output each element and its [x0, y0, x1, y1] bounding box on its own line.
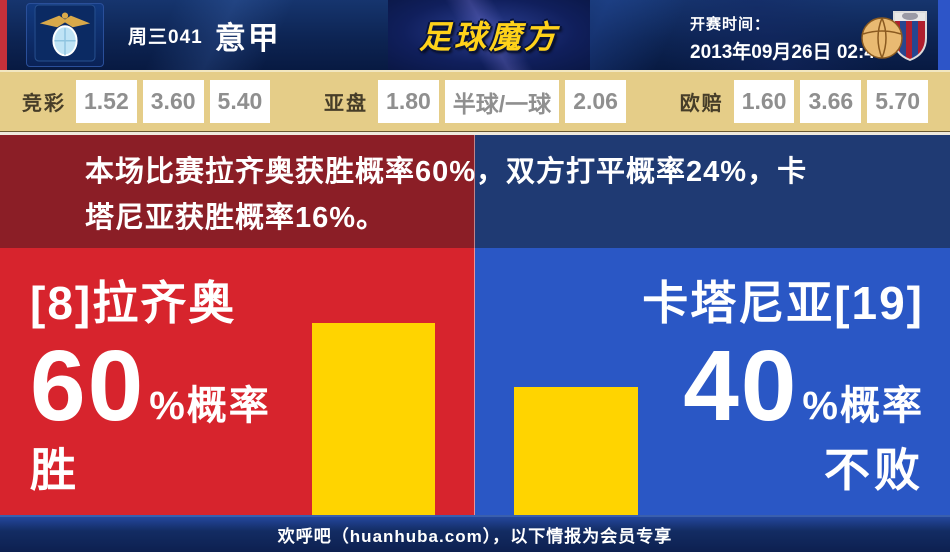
- away-percent-suffix: %概率: [802, 384, 924, 428]
- away-probability-bar: [514, 387, 638, 515]
- home-percent-value: 60: [30, 330, 146, 442]
- yapan-handicap[interactable]: 半球/一球: [444, 80, 560, 123]
- summary-away-background: [475, 135, 950, 248]
- odds-group-jingcai: 竞彩 1.52 3.60 5.40: [22, 80, 271, 123]
- away-percent-row: 40 %概率: [642, 336, 924, 436]
- kickoff-label: 开赛时间：: [690, 16, 771, 33]
- away-panel: 卡塔尼亚[19] 40 %概率 不败: [475, 248, 950, 515]
- home-team-block: [8]拉齐奥 60 %概率 胜: [30, 272, 271, 498]
- away-team-name: 卡塔尼亚[19]: [642, 277, 924, 329]
- footer-text: 欢呼吧（huanhuba.com），以下情报为会员专享: [277, 527, 673, 546]
- away-team-block: 卡塔尼亚[19] 40 %概率 不败: [642, 272, 924, 498]
- catania-elephant-icon: [856, 4, 932, 67]
- odds-group-yapan: 亚盘 1.80 半球/一球 2.06: [324, 80, 626, 123]
- home-probability-bar: [312, 323, 435, 515]
- jingcai-label: 竞彩: [22, 93, 66, 115]
- jingcai-draw-odds[interactable]: 3.60: [142, 80, 204, 123]
- jingcai-home-odds[interactable]: 1.52: [76, 80, 137, 123]
- footer-bar: 欢呼吧（huanhuba.com），以下情报为会员专享: [0, 515, 950, 552]
- match-code: 周三041: [128, 26, 203, 48]
- jingcai-away-odds[interactable]: 5.40: [209, 80, 271, 123]
- odds-group-oupei: 欧赔 1.60 3.66 5.70: [680, 80, 928, 123]
- header-divider: [0, 70, 950, 72]
- odds-band-shadow: [0, 132, 950, 135]
- prediction-summary-band: 本场比赛拉齐奥获胜概率60%，双方打平概率24%，卡塔尼亚获胜概率16%。: [0, 135, 950, 248]
- kickoff-time: 2013年09月26日 02:45: [690, 42, 886, 63]
- summary-home-background: [0, 135, 475, 248]
- oupei-draw-odds[interactable]: 3.66: [800, 80, 862, 123]
- league-name: 意甲: [214, 20, 281, 56]
- away-percent-value: 40: [683, 330, 799, 442]
- brand-panel: 足球魔方: [388, 0, 590, 70]
- away-edge-strip: [938, 0, 950, 70]
- yapan-label: 亚盘: [324, 93, 369, 115]
- home-team-logo: [26, 3, 104, 67]
- kickoff-info: 开赛时间： 2013年09月26日 02:45: [690, 13, 885, 64]
- odds-band-border: [0, 131, 950, 132]
- match-title: 周三041 意甲: [128, 0, 281, 70]
- home-edge-strip: [0, 0, 7, 70]
- oupei-label: 欧赔: [679, 93, 724, 115]
- prediction-summary-text: 本场比赛拉齐奥获胜概率60%，双方打平概率24%，卡塔尼亚获胜概率16%。: [85, 156, 808, 234]
- home-team-name: [8]拉齐奥: [30, 277, 237, 329]
- brand-logo-text: 足球魔方: [418, 19, 559, 55]
- home-percent-suffix: %概率: [149, 384, 271, 428]
- oupei-home-odds[interactable]: 1.60: [733, 80, 795, 123]
- probability-panels: [8]拉齐奥 60 %概率 胜 卡塔尼亚[19] 40 %概率 不败: [0, 248, 950, 515]
- home-percent-row: 60 %概率: [30, 336, 271, 436]
- lazio-eagle-icon: [34, 3, 96, 67]
- odds-band: 竞彩 1.52 3.60 5.40 亚盘 1.80 半球/一球 2.06 欧赔 …: [0, 72, 950, 131]
- yapan-away-odds[interactable]: 2.06: [565, 80, 626, 123]
- away-team-logo: [852, 4, 936, 66]
- yapan-home-odds[interactable]: 1.80: [378, 80, 439, 123]
- away-outcome: 不败: [824, 444, 924, 496]
- home-panel: [8]拉齐奥 60 %概率 胜: [0, 248, 475, 515]
- home-outcome: 胜: [30, 444, 80, 496]
- oupei-away-odds[interactable]: 5.70: [867, 80, 928, 123]
- match-header: 周三041 意甲 足球魔方 开赛时间： 2013年09月26日 02:45: [0, 0, 950, 70]
